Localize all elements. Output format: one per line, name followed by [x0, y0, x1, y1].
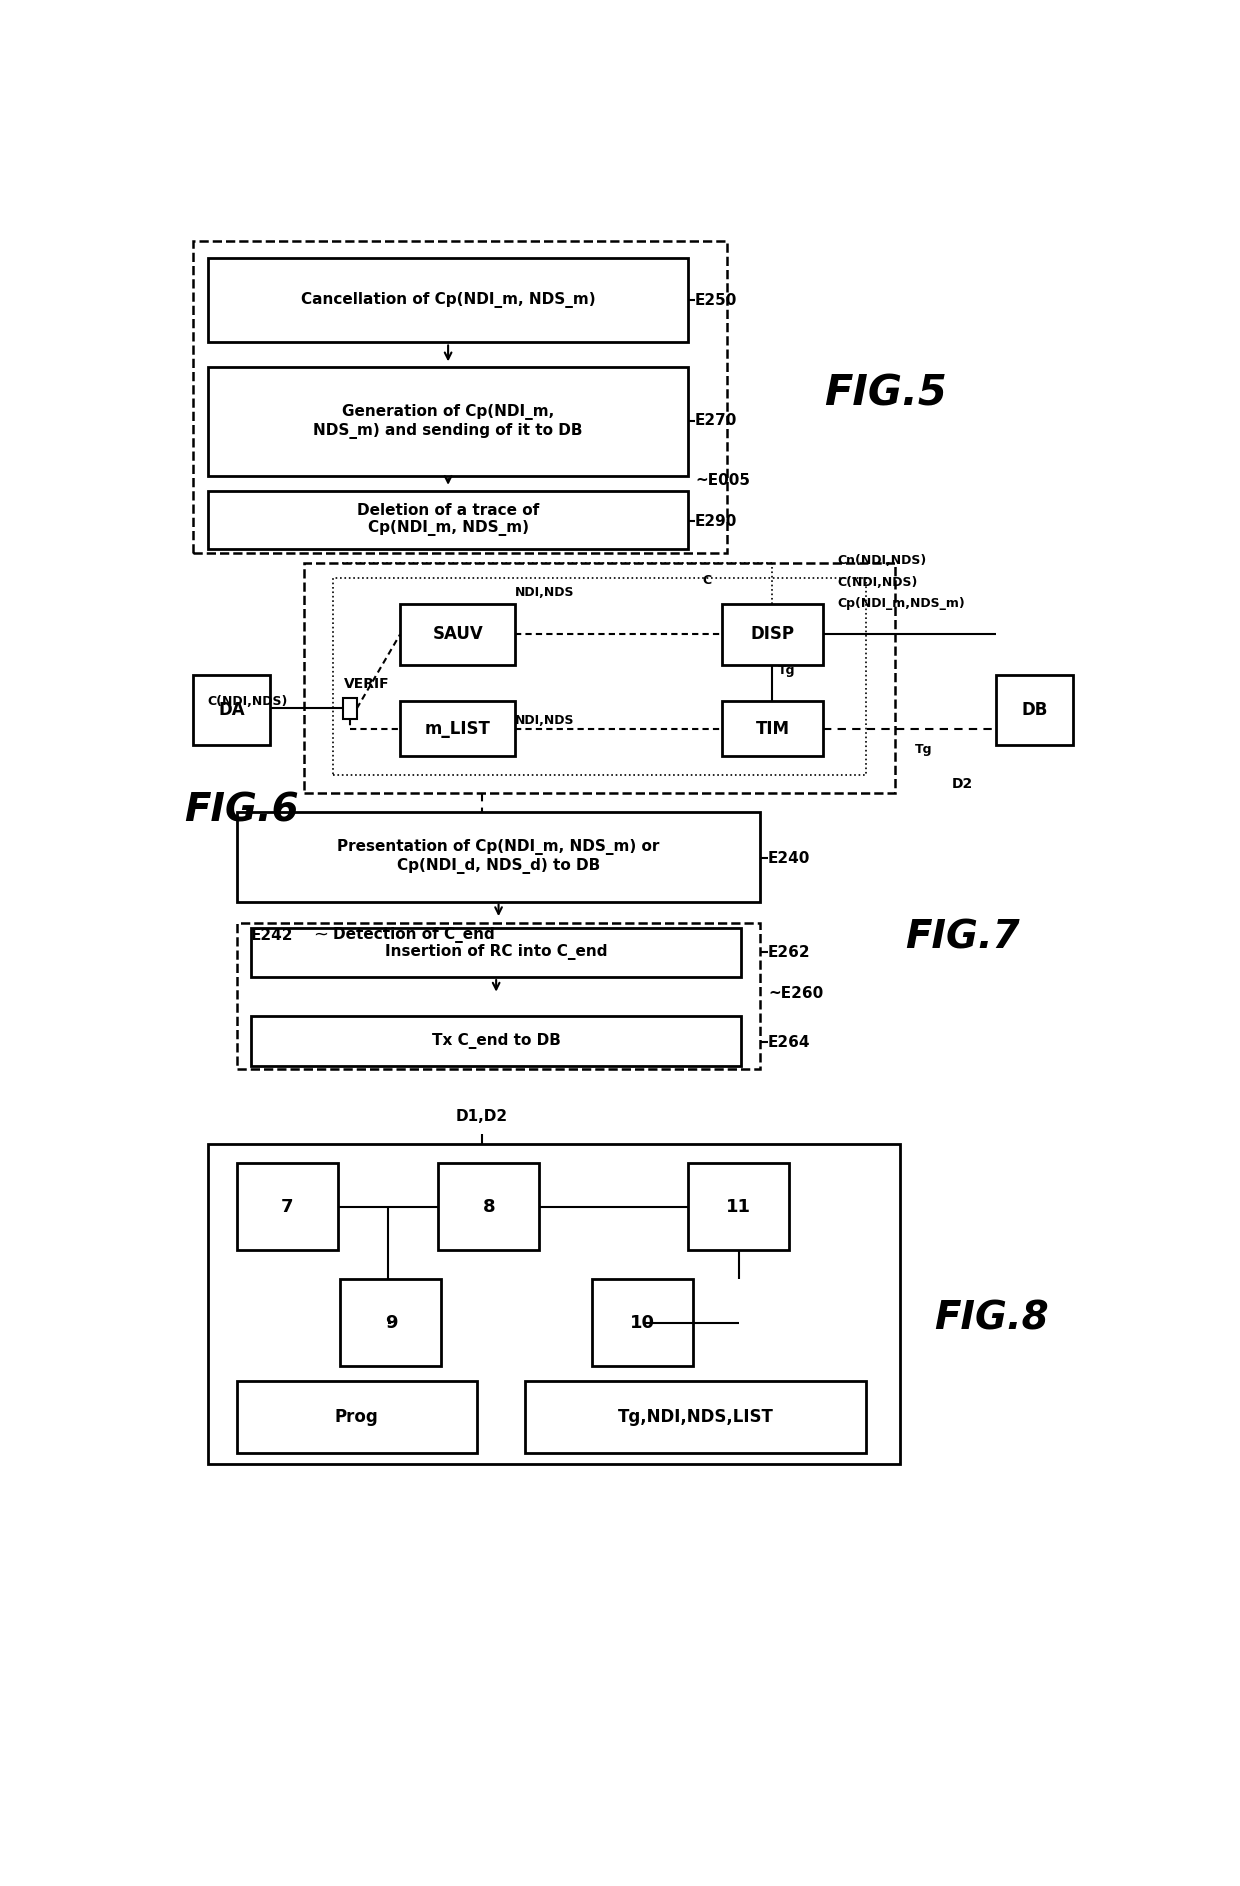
FancyBboxPatch shape [401, 604, 516, 666]
FancyBboxPatch shape [593, 1279, 693, 1365]
FancyBboxPatch shape [439, 1164, 539, 1250]
FancyBboxPatch shape [304, 564, 895, 792]
Text: Cancellation of Cp(NDI_m, NDS_m): Cancellation of Cp(NDI_m, NDS_m) [301, 292, 595, 309]
FancyBboxPatch shape [193, 675, 270, 745]
Text: Prog: Prog [335, 1409, 378, 1426]
FancyBboxPatch shape [208, 490, 688, 549]
Text: E290: E290 [696, 513, 738, 528]
Text: ~E260: ~E260 [768, 986, 823, 1001]
FancyBboxPatch shape [996, 675, 1073, 745]
Text: C(NDI,NDS): C(NDI,NDS) [837, 575, 918, 588]
Text: C(NDI,NDS): C(NDI,NDS) [207, 694, 288, 707]
Text: FIG.6: FIG.6 [185, 790, 299, 830]
Text: 7: 7 [281, 1198, 294, 1216]
Text: E270: E270 [696, 413, 738, 428]
Text: m_LIST: m_LIST [425, 720, 491, 737]
Text: VERIF: VERIF [343, 677, 389, 690]
Text: Insertion of RC into C_end: Insertion of RC into C_end [384, 945, 608, 960]
Text: NDI,NDS: NDI,NDS [515, 713, 574, 726]
Text: E250: E250 [696, 292, 738, 307]
Text: E242: E242 [250, 928, 294, 943]
Text: C: C [702, 573, 712, 587]
FancyBboxPatch shape [237, 1164, 337, 1250]
FancyBboxPatch shape [722, 604, 823, 666]
Text: Tg: Tg [915, 743, 932, 756]
Text: Deletion of a trace of
Cp(NDI_m, NDS_m): Deletion of a trace of Cp(NDI_m, NDS_m) [357, 504, 539, 536]
Text: TIM: TIM [755, 720, 790, 737]
FancyBboxPatch shape [237, 1381, 477, 1454]
Text: FIG.8: FIG.8 [934, 1299, 1048, 1337]
Text: ~E005: ~E005 [696, 473, 750, 488]
Text: Tx C_end to DB: Tx C_end to DB [432, 1034, 560, 1049]
FancyBboxPatch shape [688, 1164, 789, 1250]
Text: NDI,NDS: NDI,NDS [515, 587, 574, 598]
Text: Tg,NDI,NDS,LIST: Tg,NDI,NDS,LIST [618, 1409, 774, 1426]
Text: DB: DB [1021, 702, 1048, 719]
FancyBboxPatch shape [722, 702, 823, 756]
FancyBboxPatch shape [250, 928, 742, 977]
Text: Presentation of Cp(NDI_m, NDS_m) or
Cp(NDI_d, NDS_d) to DB: Presentation of Cp(NDI_m, NDS_m) or Cp(N… [337, 839, 660, 873]
Text: ~: ~ [314, 926, 329, 945]
Text: FIG.7: FIG.7 [905, 918, 1019, 956]
FancyBboxPatch shape [208, 368, 688, 475]
Text: 11: 11 [727, 1198, 751, 1216]
Text: D1,D2: D1,D2 [455, 1109, 508, 1124]
Text: 8: 8 [482, 1198, 495, 1216]
Text: FIG.5: FIG.5 [823, 372, 947, 415]
Text: D2: D2 [951, 777, 973, 790]
FancyBboxPatch shape [237, 811, 760, 902]
Text: E240: E240 [768, 851, 811, 866]
Text: Cp(NDI_m,NDS_m): Cp(NDI_m,NDS_m) [837, 598, 965, 611]
Text: DA: DA [218, 702, 246, 719]
FancyBboxPatch shape [208, 258, 688, 343]
Text: Tg: Tg [777, 664, 795, 677]
FancyBboxPatch shape [341, 1279, 441, 1365]
Text: Generation of Cp(NDI_m,
NDS_m) and sending of it to DB: Generation of Cp(NDI_m, NDS_m) and sendi… [314, 404, 583, 439]
Text: E264: E264 [768, 1035, 811, 1051]
Text: 10: 10 [630, 1315, 655, 1332]
Text: Cn(NDI,NDS): Cn(NDI,NDS) [837, 554, 926, 568]
FancyBboxPatch shape [250, 1017, 742, 1066]
Text: SAUV: SAUV [433, 626, 484, 643]
FancyBboxPatch shape [208, 1145, 900, 1464]
FancyBboxPatch shape [525, 1381, 866, 1454]
Text: DISP: DISP [750, 626, 795, 643]
Text: E262: E262 [768, 945, 811, 960]
FancyBboxPatch shape [193, 241, 727, 553]
Text: Detection of C_end: Detection of C_end [332, 928, 495, 943]
FancyBboxPatch shape [401, 702, 516, 756]
FancyBboxPatch shape [237, 924, 760, 1069]
FancyBboxPatch shape [332, 577, 866, 775]
FancyBboxPatch shape [343, 698, 357, 719]
Text: 9: 9 [384, 1315, 397, 1332]
